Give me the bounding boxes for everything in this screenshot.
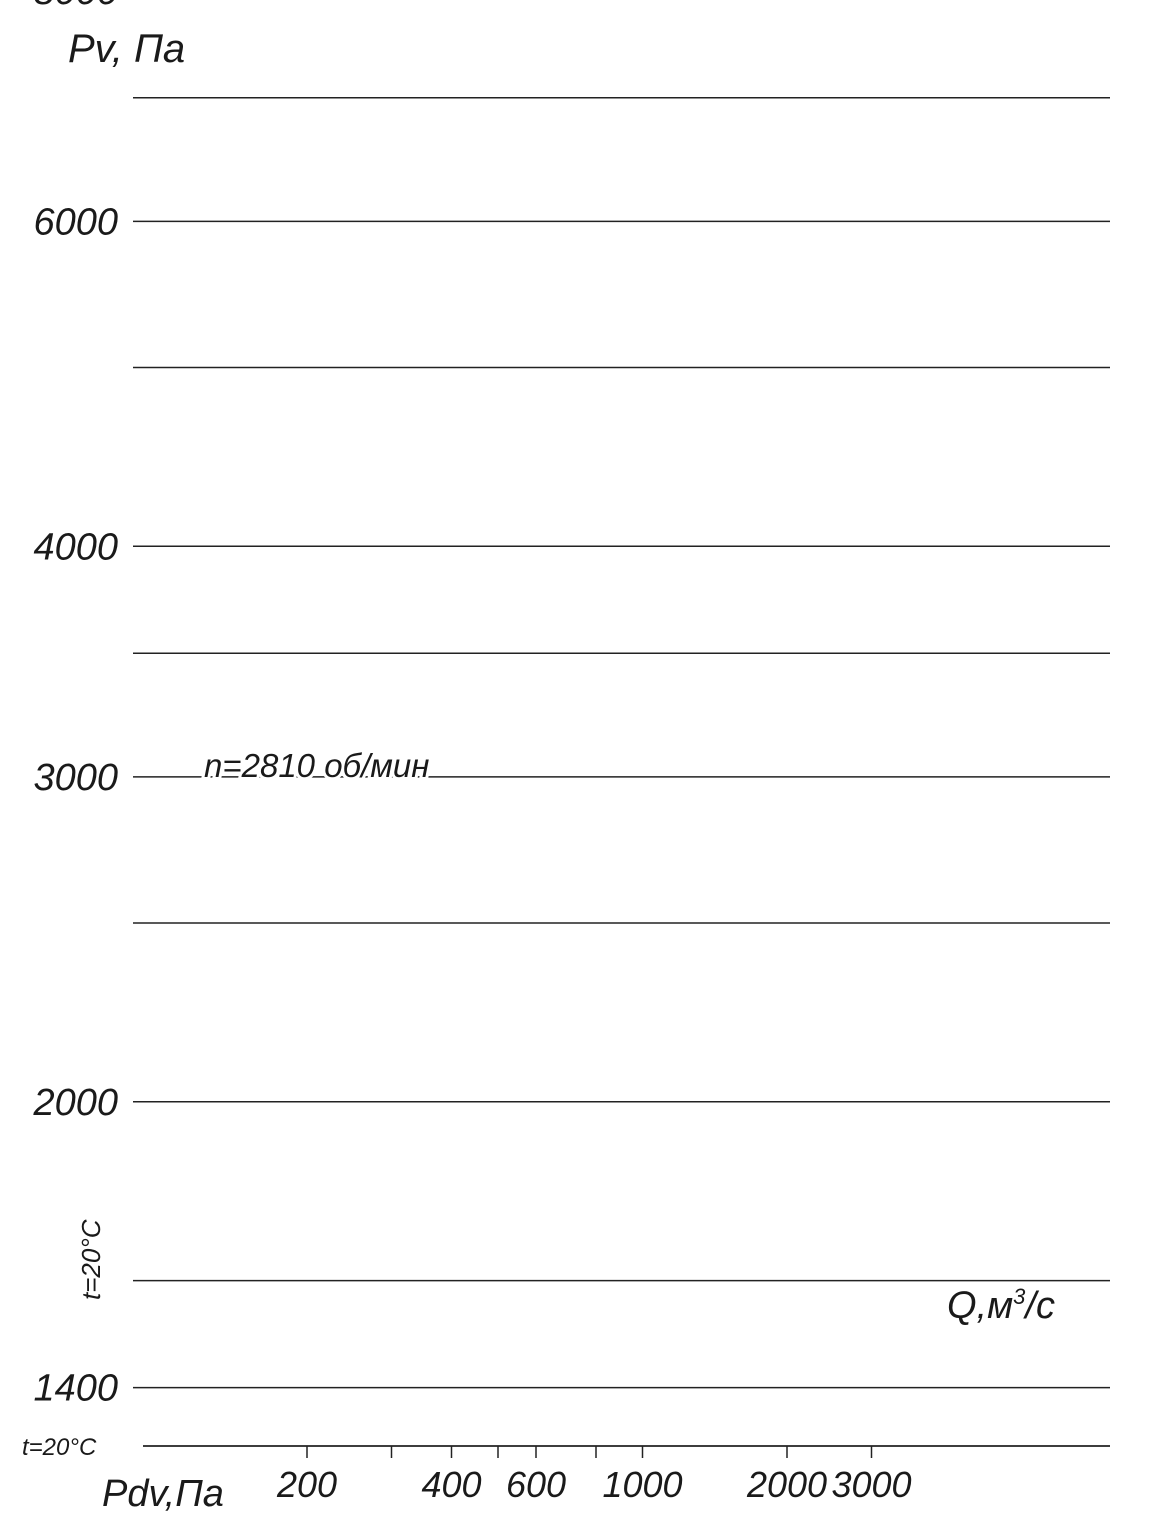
grid bbox=[133, 97, 1110, 1458]
pdv-tick-label: 2000 bbox=[746, 1464, 827, 1505]
speed-label: n=2810 об/мин bbox=[204, 747, 429, 784]
y-tick-label: 8000 bbox=[33, 0, 118, 13]
pdv-tick-label: 400 bbox=[421, 1464, 481, 1505]
pdv-tick-label: 3000 bbox=[831, 1464, 911, 1505]
pdv-axis-label: Pdv,Па bbox=[102, 1473, 224, 1515]
y-tick-label: 1400 bbox=[33, 1368, 118, 1410]
pdv-tick-label: 600 bbox=[506, 1464, 566, 1505]
temperature-note-vertical: t=20°C bbox=[76, 1219, 106, 1300]
pdv-tick-label: 1000 bbox=[602, 1464, 682, 1505]
x-axis-label: Q,м3/с bbox=[947, 1284, 1055, 1327]
y-tick-label: 3000 bbox=[33, 757, 118, 799]
y-axis-label: Pv, Па bbox=[68, 27, 185, 71]
y-tick-label: 6000 bbox=[33, 201, 118, 243]
y-tick-label: 4000 bbox=[33, 526, 118, 568]
y-tick-label: 2000 bbox=[32, 1082, 118, 1124]
labels: Pv, Па n=2810 об/мин Q,м3/с t=20°C t=20°… bbox=[22, 0, 1055, 1515]
pdv-tick-label: 200 bbox=[276, 1464, 337, 1505]
temperature-note-bottom: t=20°C bbox=[22, 1434, 97, 1461]
